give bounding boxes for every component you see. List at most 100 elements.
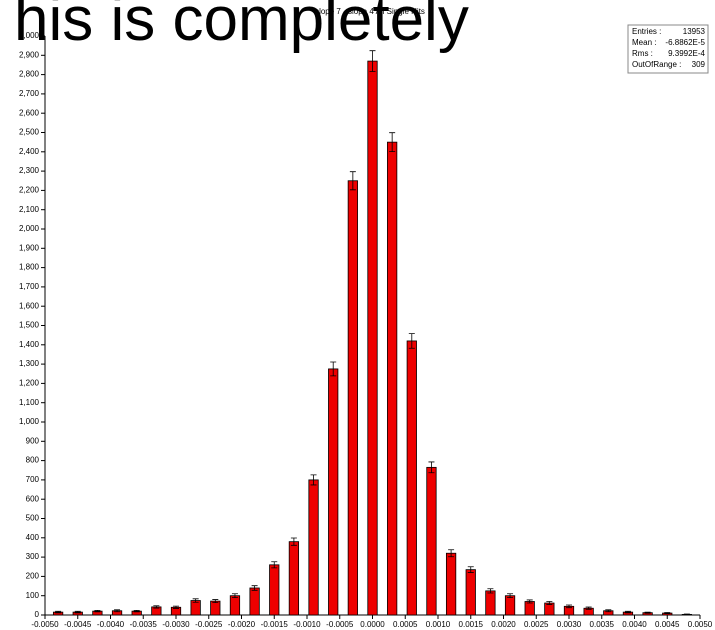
bar: [288, 541, 300, 616]
stats-value: -6.8862E-5: [665, 38, 705, 47]
error-bar: [683, 613, 690, 616]
y-tick-label: 3,000: [19, 31, 40, 40]
bar: [367, 60, 378, 616]
x-tick-label: 0.0000: [360, 620, 385, 629]
y-tick-label: 1,300: [19, 359, 40, 368]
bar: [524, 601, 535, 616]
x-tick-label: -0.0010: [293, 620, 321, 629]
y-tick-label: 1,100: [19, 398, 40, 407]
error-bar: [94, 609, 101, 613]
y-tick-label: 1,400: [19, 340, 40, 349]
y-tick-label: 2,500: [19, 128, 40, 137]
y-tick-label: 200: [26, 572, 40, 581]
bar: [269, 564, 280, 616]
error-bar: [133, 609, 140, 613]
error-bar: [114, 609, 121, 613]
error-bar: [349, 171, 356, 191]
error-bar: [507, 593, 514, 599]
y-tick-label: 100: [26, 591, 40, 600]
chart-title: slope 7 - slope 4 All Single Hits: [315, 7, 425, 16]
error-bar: [428, 461, 435, 474]
error-bar: [546, 601, 553, 605]
error-bar: [467, 566, 474, 573]
error-bar: [192, 598, 199, 603]
error-bar: [585, 606, 592, 610]
stats-label: Mean :: [632, 38, 656, 47]
y-tick-label: 600: [26, 494, 40, 503]
x-tick-label: 0.0030: [557, 620, 582, 629]
error-bar: [566, 604, 572, 609]
stats-label: OutOfRange :: [632, 60, 681, 69]
y-tick-label: 1,500: [19, 321, 40, 330]
error-bar: [74, 610, 81, 614]
stats-value: 13953: [683, 27, 706, 36]
y-tick-label: 700: [26, 475, 40, 484]
bar: [426, 466, 437, 616]
y-tick-label: 2,700: [19, 89, 40, 98]
bar: [229, 595, 241, 616]
x-tick-label: -0.0005: [326, 620, 354, 629]
x-tick-label: 0.0025: [524, 620, 549, 629]
x-tick-label: 0.0050: [688, 620, 713, 629]
stats-value: 9.3992E-4: [668, 49, 705, 58]
x-tick-label: 0.0040: [622, 620, 647, 629]
x-tick-label: -0.0020: [228, 620, 256, 629]
y-tick-label: 1,600: [19, 301, 40, 310]
error-bar: [487, 588, 494, 594]
error-bar: [448, 549, 455, 558]
x-tick-label: 0.0010: [426, 620, 451, 629]
bar: [465, 569, 476, 616]
overlay-text: his is completely: [14, 0, 469, 54]
error-bar: [153, 605, 160, 609]
bar: [387, 141, 398, 616]
y-tick-label: 1,900: [19, 243, 40, 252]
error-bar: [624, 610, 631, 614]
bar: [406, 340, 417, 616]
y-tick-label: 2,200: [19, 186, 40, 195]
error-bar: [290, 537, 297, 546]
y-tick-label: 1,800: [19, 263, 40, 272]
error-bar: [369, 50, 376, 72]
y-tick-label: 2,600: [19, 108, 40, 117]
stats-value: 309: [692, 60, 706, 69]
x-tick-label: 0.0005: [393, 620, 418, 629]
x-tick-label: -0.0050: [31, 620, 59, 629]
y-tick-label: 400: [26, 533, 40, 542]
y-tick-label: 500: [26, 514, 40, 523]
bar: [347, 180, 358, 616]
stats-box: [627, 24, 709, 74]
x-tick-label: -0.0025: [195, 620, 223, 629]
error-bar: [55, 610, 62, 614]
y-tick-label: 2,800: [19, 70, 40, 79]
y-tick-label: 2,100: [19, 205, 40, 214]
error-bar: [389, 132, 396, 153]
bar: [328, 368, 339, 616]
bar: [445, 552, 457, 616]
bar: [210, 600, 221, 616]
x-tick-label: 0.0045: [655, 620, 680, 629]
error-bar: [330, 361, 337, 377]
y-tick-label: 1,200: [19, 379, 40, 388]
y-tick-label: 900: [26, 436, 40, 445]
error-bar: [212, 599, 219, 604]
y-tick-label: 300: [26, 552, 40, 561]
error-bar: [231, 593, 238, 599]
y-tick-label: 0: [35, 610, 40, 619]
x-tick-label: -0.0040: [97, 620, 125, 629]
x-tick-label: -0.0015: [261, 620, 289, 629]
y-tick-label: 1,000: [19, 417, 40, 426]
y-tick-label: 2,900: [19, 50, 40, 59]
x-tick-label: 0.0035: [590, 620, 615, 629]
bar: [485, 590, 496, 616]
x-tick-label: 0.0015: [459, 620, 484, 629]
y-tick-label: 1,700: [19, 282, 40, 291]
bar: [308, 479, 319, 616]
x-tick-label: -0.0030: [162, 620, 190, 629]
x-tick-label: -0.0045: [64, 620, 92, 629]
error-bar: [173, 605, 179, 609]
y-tick-label: 2,300: [19, 166, 40, 175]
error-bar: [644, 611, 651, 614]
error-bar: [605, 609, 612, 613]
bar: [504, 595, 516, 616]
